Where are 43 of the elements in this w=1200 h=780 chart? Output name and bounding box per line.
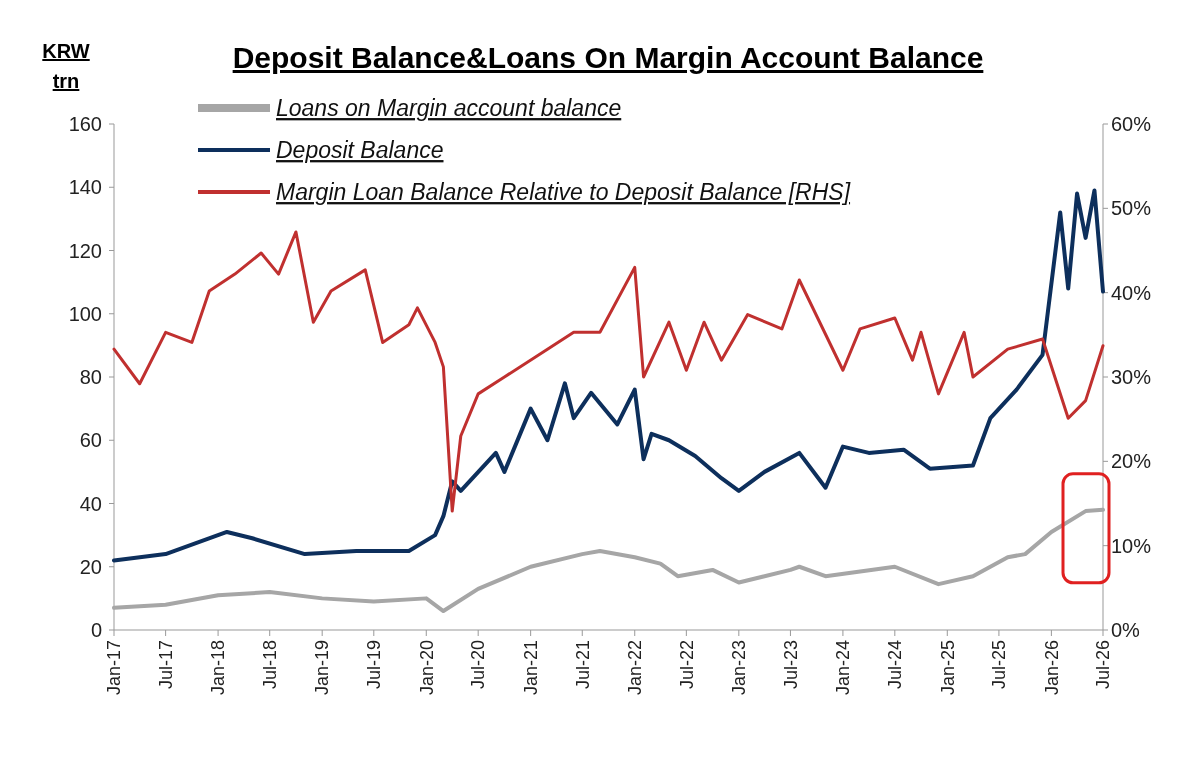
x-tick-label: Jul-22 <box>676 640 697 690</box>
x-tick-label: Jan-22 <box>625 640 646 696</box>
x-tick-label: Jul-18 <box>260 640 281 690</box>
y-axis-title: KRW trn <box>42 40 90 92</box>
y2-tick-label: 50% <box>1111 197 1152 220</box>
y-tick-label: 140 <box>68 176 102 199</box>
x-tick-label: Jan-17 <box>104 640 125 696</box>
y2-tick-label: 30% <box>1111 366 1152 388</box>
x-tick-label: Jan-23 <box>729 640 750 696</box>
x-tick-label: Jul-21 <box>572 640 593 690</box>
x-tick-label: Jan-18 <box>208 640 229 696</box>
y-tick-label: 60 <box>79 429 102 452</box>
legend-label: Margin Loan Balance Relative to Deposit Balance [RHS] <box>276 179 851 206</box>
x-tick-label: Jan-25 <box>937 640 958 696</box>
x-tick-label: Jan-19 <box>312 640 333 696</box>
y2-tick-label: 10% <box>1111 534 1152 557</box>
y-tick-label: 20 <box>79 555 102 578</box>
x-tick-label: Jul-24 <box>885 640 906 690</box>
chart-title: Deposit Balance&Loans On Margin Account Balance <box>232 41 984 74</box>
y-tick-label: 120 <box>68 239 102 262</box>
x-tick-label: Jul-20 <box>468 640 489 690</box>
y2-tick-label: 20% <box>1111 450 1152 473</box>
y2-tick-label: 0% <box>1111 619 1141 641</box>
x-tick-label: Jul-17 <box>155 640 176 690</box>
y2-tick-label: 60% <box>1111 113 1152 135</box>
line-series <box>112 230 1105 513</box>
x-tick-label: Jul-25 <box>989 640 1010 690</box>
y-tick-label: 80 <box>79 366 102 388</box>
y2-tick-label: 40% <box>1111 281 1152 304</box>
x-tick-label: Jan-20 <box>416 640 437 696</box>
x-tick-label: Jul-19 <box>364 640 385 690</box>
x-tick-label: Jul-26 <box>1093 640 1114 690</box>
y-tick-label: 100 <box>68 302 102 325</box>
y-tick-label: 160 <box>68 113 102 135</box>
x-tick-label: Jan-21 <box>520 640 541 696</box>
y-tick-label: 40 <box>79 492 102 515</box>
legend-label: Deposit Balance <box>276 137 444 164</box>
line-series <box>112 507 1105 614</box>
x-tick-label: Jan-24 <box>833 640 854 696</box>
x-tick-label: Jul-23 <box>780 640 801 690</box>
y-tick-label: 0 <box>90 619 102 641</box>
legend-label: Loans on Margin account balance <box>276 95 622 122</box>
x-tick-label: Jan-26 <box>1041 640 1062 696</box>
